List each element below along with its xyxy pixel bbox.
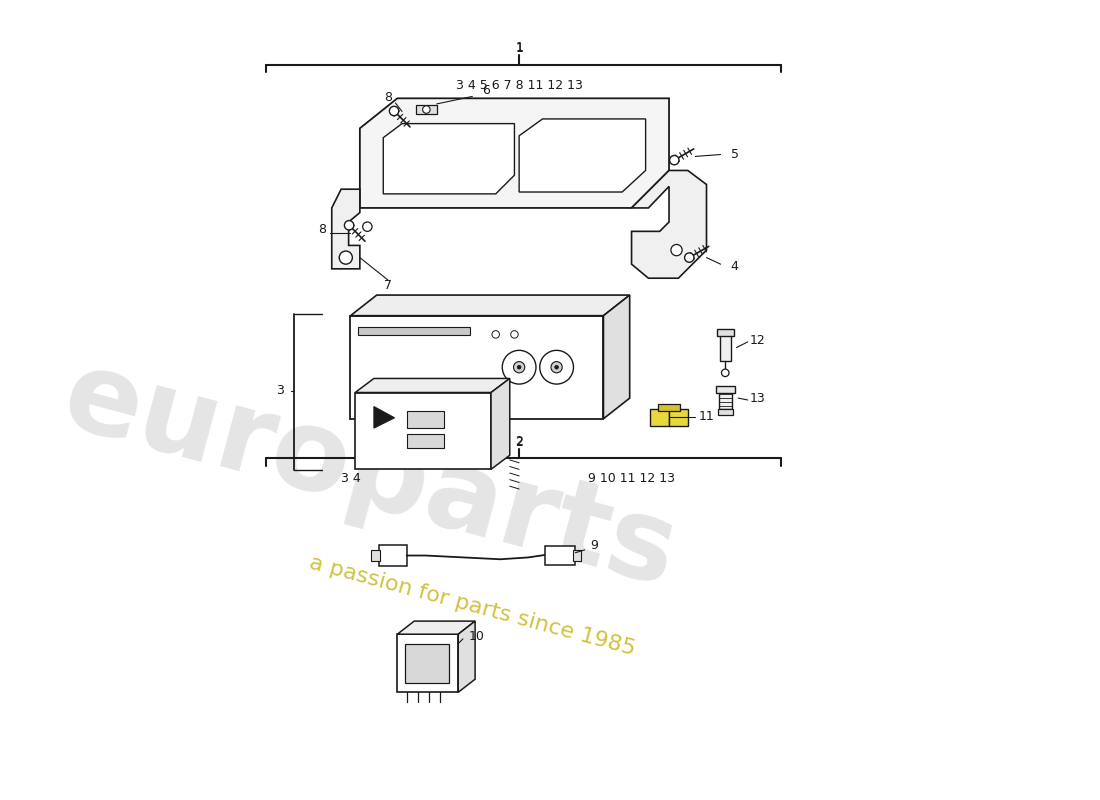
Bar — [416, 105, 437, 114]
Text: 9: 9 — [590, 538, 598, 552]
Text: 2: 2 — [515, 436, 524, 449]
Text: 12: 12 — [750, 334, 766, 346]
Bar — [718, 390, 732, 410]
Bar — [371, 550, 381, 561]
Text: 7: 7 — [384, 279, 392, 292]
Circle shape — [492, 330, 499, 338]
Text: 5: 5 — [730, 148, 738, 161]
Text: 11: 11 — [698, 410, 714, 423]
Circle shape — [671, 245, 682, 256]
Text: 9 10 11 12 13: 9 10 11 12 13 — [588, 472, 675, 485]
Circle shape — [363, 222, 372, 231]
Bar — [407, 434, 444, 448]
Polygon shape — [491, 378, 509, 470]
Circle shape — [722, 369, 729, 377]
Bar — [355, 393, 491, 470]
Polygon shape — [374, 406, 395, 428]
Polygon shape — [332, 189, 360, 269]
Bar — [719, 334, 730, 361]
Bar — [573, 550, 581, 561]
Circle shape — [554, 366, 559, 369]
Text: 3: 3 — [276, 384, 284, 397]
Bar — [407, 411, 444, 428]
Text: europarts: europarts — [51, 340, 688, 610]
Bar — [716, 386, 735, 393]
Text: a passion for parts since 1985: a passion for parts since 1985 — [307, 553, 638, 659]
Text: 3 4 5 6 7 8 11 12 13: 3 4 5 6 7 8 11 12 13 — [455, 78, 583, 92]
Bar — [717, 410, 733, 415]
Polygon shape — [459, 621, 475, 692]
Bar — [397, 634, 459, 692]
Circle shape — [551, 362, 562, 373]
Circle shape — [684, 253, 694, 262]
Circle shape — [540, 350, 573, 384]
Polygon shape — [397, 621, 475, 634]
Bar — [358, 327, 471, 335]
Text: 13: 13 — [750, 392, 766, 405]
Polygon shape — [355, 378, 509, 393]
Text: 4: 4 — [730, 261, 738, 274]
Text: 6: 6 — [483, 84, 491, 98]
Text: 8: 8 — [318, 223, 327, 236]
Circle shape — [510, 330, 518, 338]
Bar — [378, 546, 407, 566]
Circle shape — [503, 350, 536, 384]
Bar — [351, 316, 604, 418]
Circle shape — [344, 221, 354, 230]
Text: 2: 2 — [515, 434, 524, 448]
Text: 8: 8 — [384, 91, 392, 104]
Polygon shape — [351, 295, 629, 316]
Text: 3 4: 3 4 — [341, 472, 361, 485]
Circle shape — [339, 251, 352, 264]
Circle shape — [422, 106, 430, 114]
Polygon shape — [383, 124, 515, 194]
Bar — [658, 404, 680, 411]
Text: 1: 1 — [515, 42, 524, 55]
Text: 1: 1 — [515, 42, 524, 54]
Bar — [669, 410, 688, 426]
Bar — [546, 546, 575, 565]
Polygon shape — [519, 119, 646, 192]
Bar — [650, 410, 669, 426]
Bar — [717, 329, 734, 336]
Text: 10: 10 — [469, 630, 485, 642]
Polygon shape — [631, 170, 706, 278]
Polygon shape — [604, 295, 629, 418]
Circle shape — [670, 155, 679, 165]
Circle shape — [514, 362, 525, 373]
Circle shape — [517, 366, 521, 369]
Bar — [405, 643, 449, 683]
Polygon shape — [360, 98, 669, 208]
Circle shape — [389, 106, 399, 116]
